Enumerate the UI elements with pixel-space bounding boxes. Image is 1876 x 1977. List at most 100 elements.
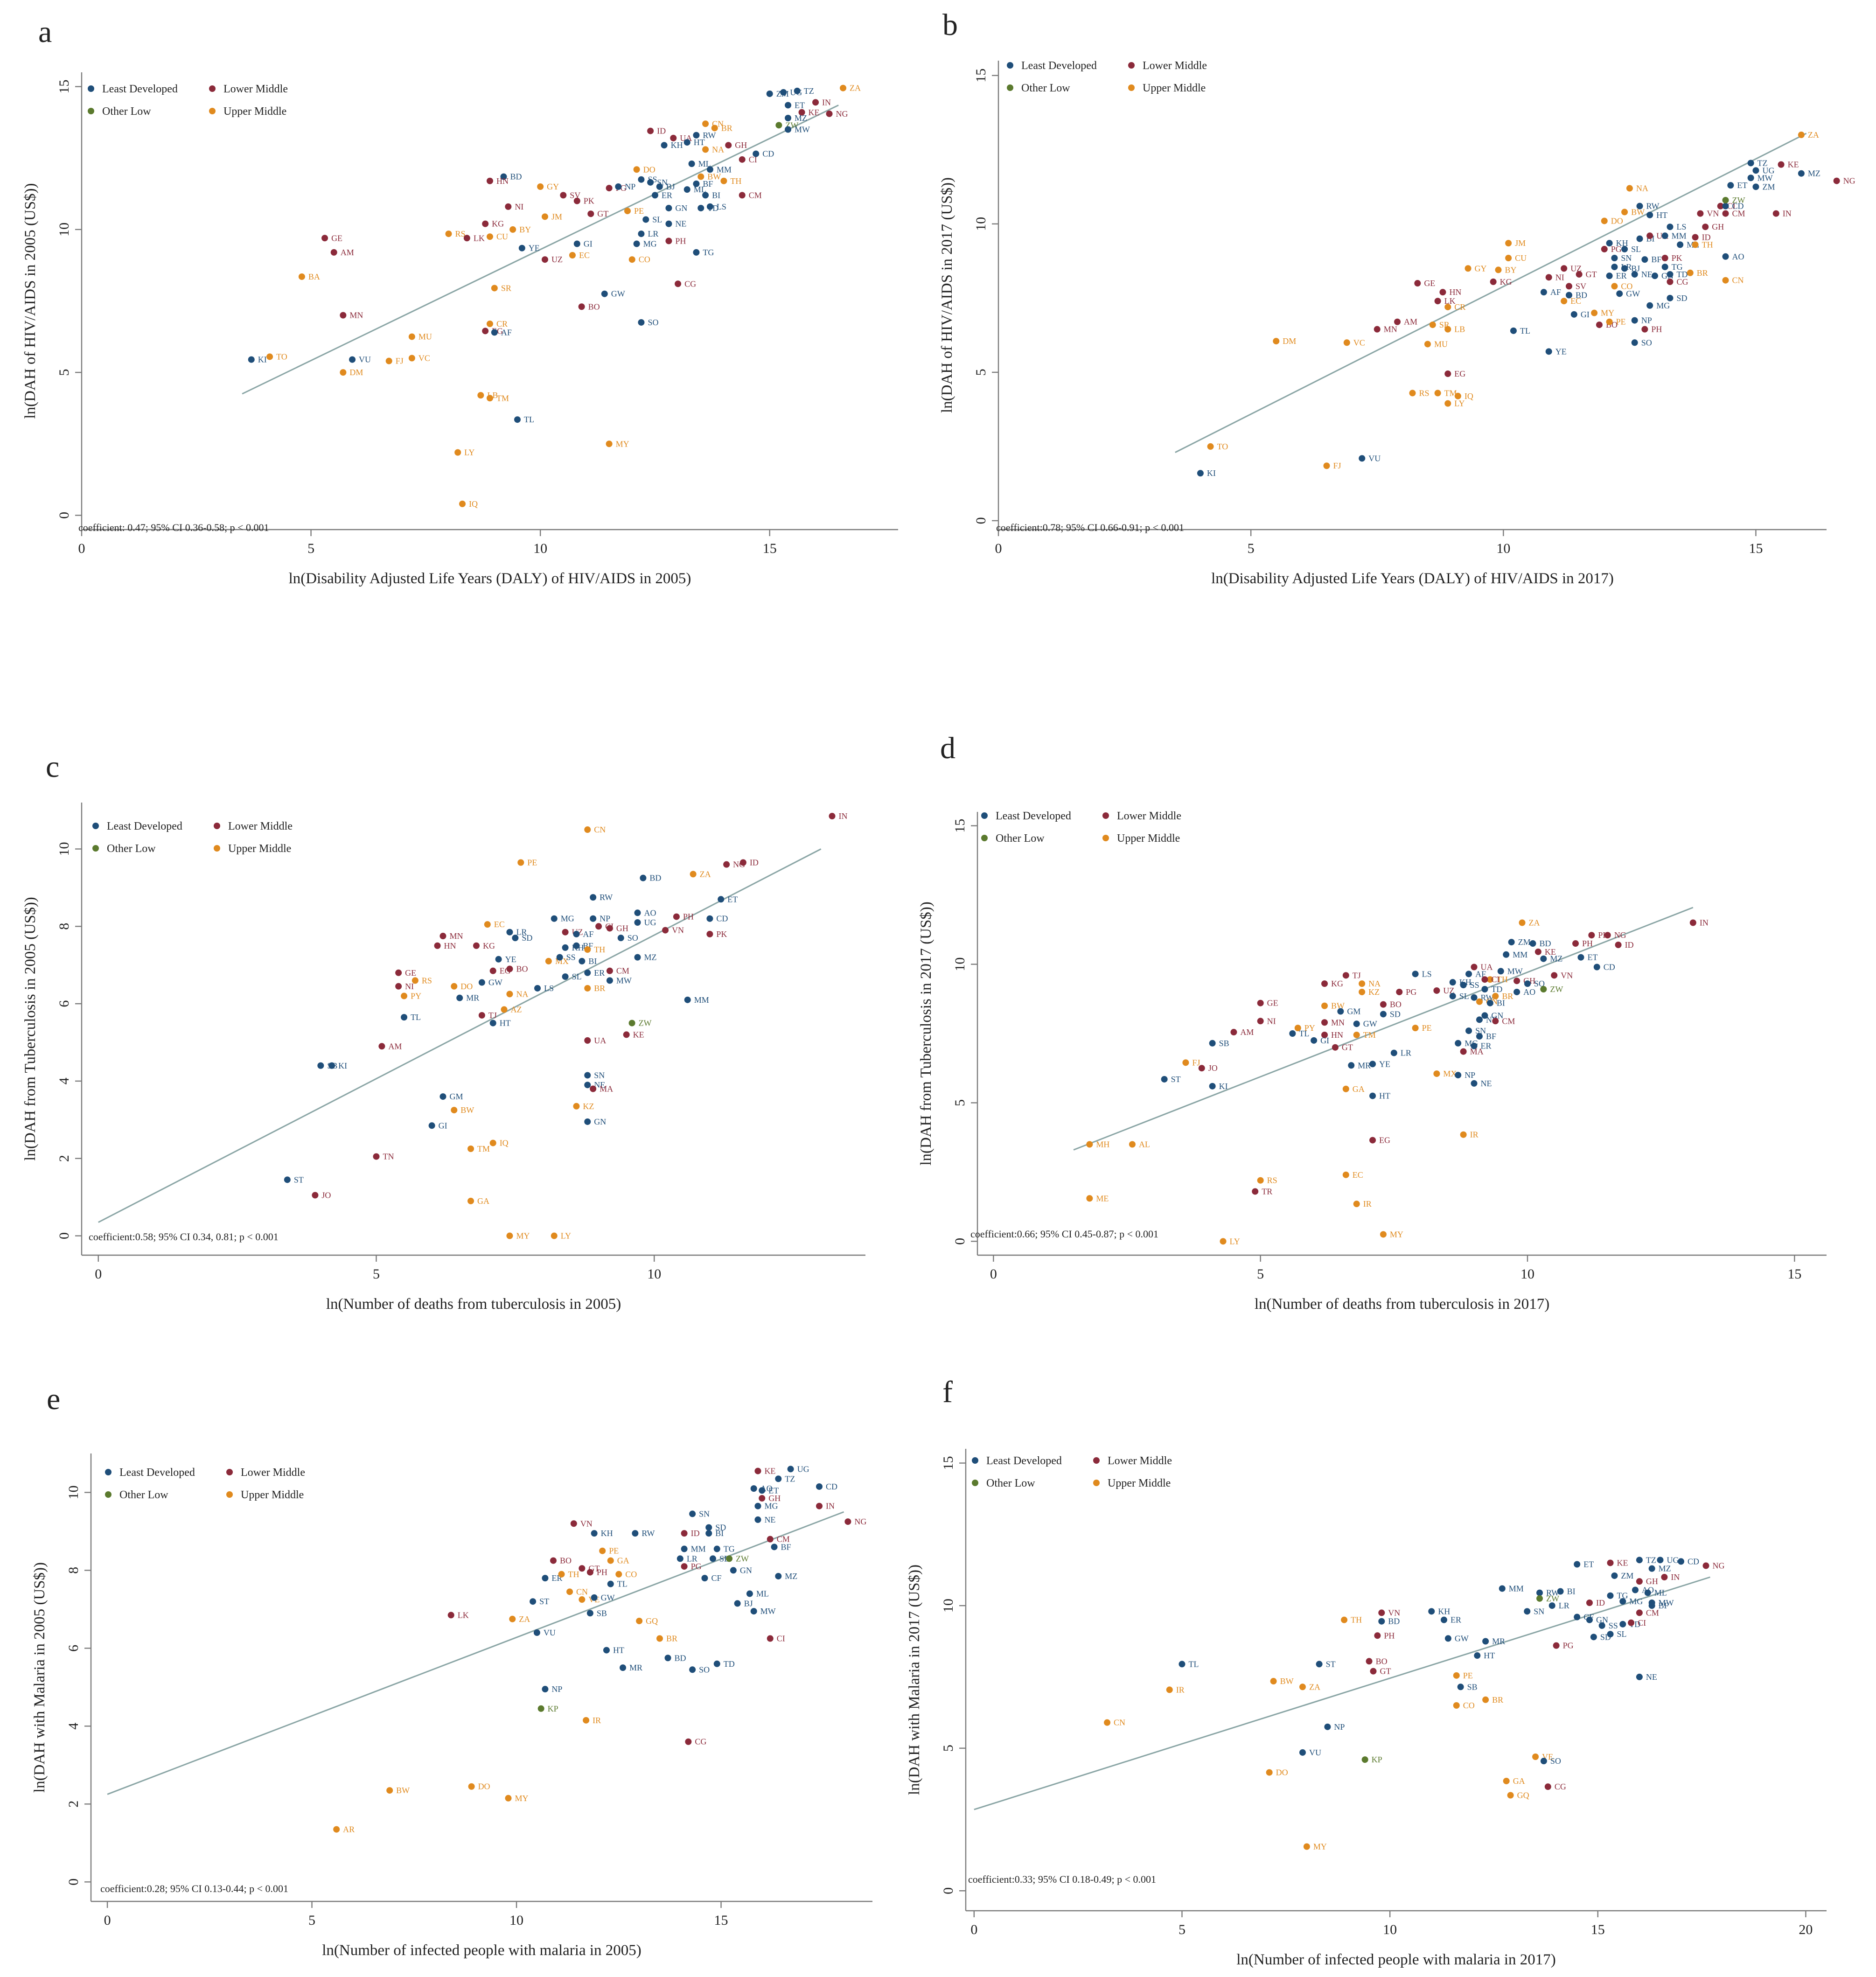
point-lower — [1396, 988, 1403, 995]
point-lower — [1321, 1031, 1328, 1038]
point-upper — [1476, 998, 1483, 1005]
point-label: SO — [1641, 338, 1652, 347]
point-lower — [579, 1565, 586, 1572]
point-label: KG — [492, 219, 504, 229]
point-upper — [584, 985, 591, 992]
point-upper — [506, 991, 513, 998]
point-label: MN — [349, 311, 363, 320]
point-label: TG — [703, 248, 714, 257]
point-label: VN — [580, 1519, 593, 1528]
point-label: TH — [1351, 1615, 1362, 1625]
legend-label-upper: Upper Middle — [241, 1489, 304, 1501]
point-label: BD — [1388, 1617, 1400, 1626]
point-label: BD — [649, 873, 661, 883]
point-label: BR — [666, 1634, 677, 1643]
y-tick-label: 6 — [56, 1000, 72, 1007]
point-least — [638, 231, 645, 238]
point-least — [1412, 971, 1419, 978]
point-upper — [1532, 1753, 1539, 1760]
point-label: KI — [258, 355, 267, 364]
point-label: CG — [684, 279, 696, 288]
point-label: NE — [1641, 270, 1653, 279]
point-label: TO — [1217, 442, 1228, 451]
point-upper — [501, 1006, 508, 1013]
point-lower — [725, 142, 732, 149]
point-upper — [558, 1571, 565, 1578]
point-lower — [1370, 1668, 1377, 1675]
point-label: PG — [691, 1562, 702, 1571]
point-least — [514, 416, 521, 423]
legend-label-lower: Lower Middle — [1108, 1455, 1172, 1467]
x-tick-label: 15 — [1787, 1266, 1801, 1282]
y-tick-label: 15 — [56, 80, 72, 94]
point-upper — [1353, 1201, 1360, 1208]
point-otherlow — [1361, 1756, 1368, 1763]
point-upper — [1294, 1025, 1301, 1032]
point-lower — [570, 1520, 577, 1527]
point-lower — [587, 210, 594, 217]
fit-line — [974, 1576, 1710, 1810]
point-upper — [451, 1107, 458, 1114]
point-least — [1621, 245, 1628, 252]
point-least — [1557, 1588, 1564, 1595]
legend-marker-least — [92, 823, 99, 829]
point-lower — [816, 1502, 823, 1509]
point-label: LK — [1444, 296, 1456, 306]
point-least — [1359, 455, 1366, 462]
point-least — [1661, 232, 1668, 239]
point-lower — [1481, 976, 1488, 983]
coefficient-text: coefficient:0.28; 95% CI 0.13-0.44; p < … — [100, 1883, 288, 1894]
point-least — [489, 1020, 496, 1027]
point-upper — [711, 125, 718, 132]
point-label: GI — [439, 1121, 447, 1130]
point-label: NE — [594, 1080, 605, 1090]
point-label: BD — [1539, 939, 1551, 948]
legend-label-least: Least Developed — [1021, 60, 1097, 72]
point-label: CD — [716, 914, 728, 923]
panel-letter: c — [46, 750, 59, 784]
point-otherlow — [628, 1020, 635, 1027]
y-tick-label: 5 — [56, 369, 72, 376]
point-upper — [628, 256, 635, 263]
fit-line — [107, 1511, 844, 1795]
legend-marker-upper — [1102, 835, 1109, 841]
point-upper — [1507, 1792, 1514, 1799]
point-least — [1590, 1634, 1597, 1641]
point-label: UG — [1667, 1555, 1679, 1565]
point-least — [754, 1516, 761, 1523]
point-least — [1798, 170, 1805, 177]
point-least — [1457, 1684, 1464, 1691]
point-label: BI — [1497, 999, 1505, 1008]
point-label: KH — [601, 1529, 613, 1538]
point-least — [1545, 348, 1552, 355]
point-lower — [1332, 1044, 1339, 1051]
point-lower — [1697, 210, 1704, 217]
point-lower — [1661, 1574, 1668, 1580]
point-label: BJ — [666, 182, 675, 191]
point-label: ML — [756, 1589, 769, 1599]
point-upper — [702, 146, 709, 153]
point-label: NG — [1713, 1561, 1725, 1571]
point-least — [693, 132, 700, 139]
point-label: CI — [1491, 975, 1499, 984]
point-upper — [1601, 217, 1608, 224]
point-least — [684, 996, 691, 1003]
point-label: ET — [727, 894, 738, 904]
point-least — [1621, 265, 1628, 272]
point-label: MA — [600, 1084, 613, 1094]
point-label: KH — [1616, 238, 1628, 248]
point-lower — [1572, 940, 1579, 947]
point-label: SL — [652, 215, 662, 224]
point-least — [1648, 1565, 1655, 1572]
point-label: MA — [1470, 1047, 1484, 1056]
legend-marker-lower — [1093, 1457, 1100, 1464]
y-tick-label: 15 — [973, 69, 989, 83]
y-tick-label: 2 — [66, 1801, 81, 1808]
point-label: BR — [594, 984, 605, 993]
point-label: PG — [1406, 987, 1416, 997]
point-least — [1369, 1061, 1376, 1068]
point-label: MM — [1509, 1584, 1524, 1593]
legend-label-least: Least Developed — [102, 83, 178, 95]
point-least — [642, 216, 649, 223]
point-label: SD — [715, 1523, 726, 1532]
